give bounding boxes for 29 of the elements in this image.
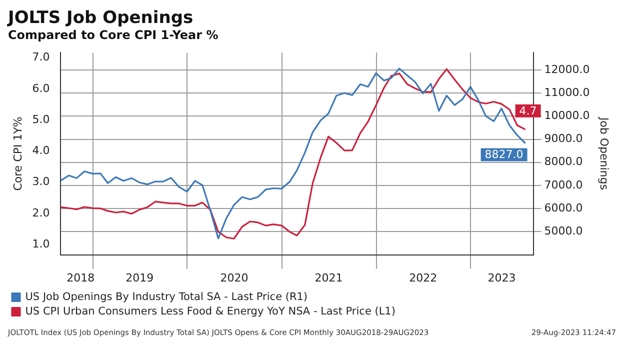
y-tick-label: 1.0 — [32, 237, 50, 250]
chart-subtitle: Compared to Core CPI 1-Year % — [8, 28, 220, 43]
y2-tick-label: 11000.0 — [544, 86, 590, 99]
y2-tick-label: 5000.0 — [544, 224, 583, 238]
y2-tick-label: 12000.0 — [544, 62, 590, 76]
y2-tick-label: 7000.0 — [544, 178, 583, 192]
y2-tick-label: 9000.0 — [544, 132, 583, 146]
y-tick-label: 5.0 — [32, 112, 50, 126]
y-tick-label: 7.0 — [32, 50, 50, 64]
y2-tick-label: 10000.0 — [544, 109, 590, 122]
y2-tick-label: 8000.0 — [544, 155, 583, 168]
y2-axis-title: Job Openings — [598, 116, 611, 190]
x-tick-label: 2022 — [409, 271, 438, 284]
data-label: 8827.0 — [484, 148, 524, 162]
legend-label: US Job Openings By Industry Total SA - Last Price (R1) — [25, 290, 308, 303]
x-tick-label: 2018 — [66, 271, 95, 284]
data-label: 4.7 — [519, 104, 537, 118]
y-tick-label: 2.0 — [32, 206, 50, 220]
legend-label: US CPI Urban Consumers Less Food & Energy YoY NSA - Last Price (L1) — [25, 305, 396, 318]
y-tick-label: 6.0 — [32, 82, 50, 95]
x-tick-label: 2021 — [314, 271, 343, 284]
x-tick-label: 2020 — [220, 271, 248, 284]
x-tick-label: 2019 — [126, 271, 154, 284]
y-tick-label: 4.0 — [32, 144, 50, 158]
x-tick-label: 2023 — [488, 271, 516, 284]
chart-title: JOLTS Job Openings — [8, 8, 194, 28]
y2-tick-label: 6000.0 — [544, 201, 583, 214]
y-tick-label: 3.0 — [32, 175, 50, 188]
y-axis-title: Core CPI 1Y% — [11, 116, 24, 191]
